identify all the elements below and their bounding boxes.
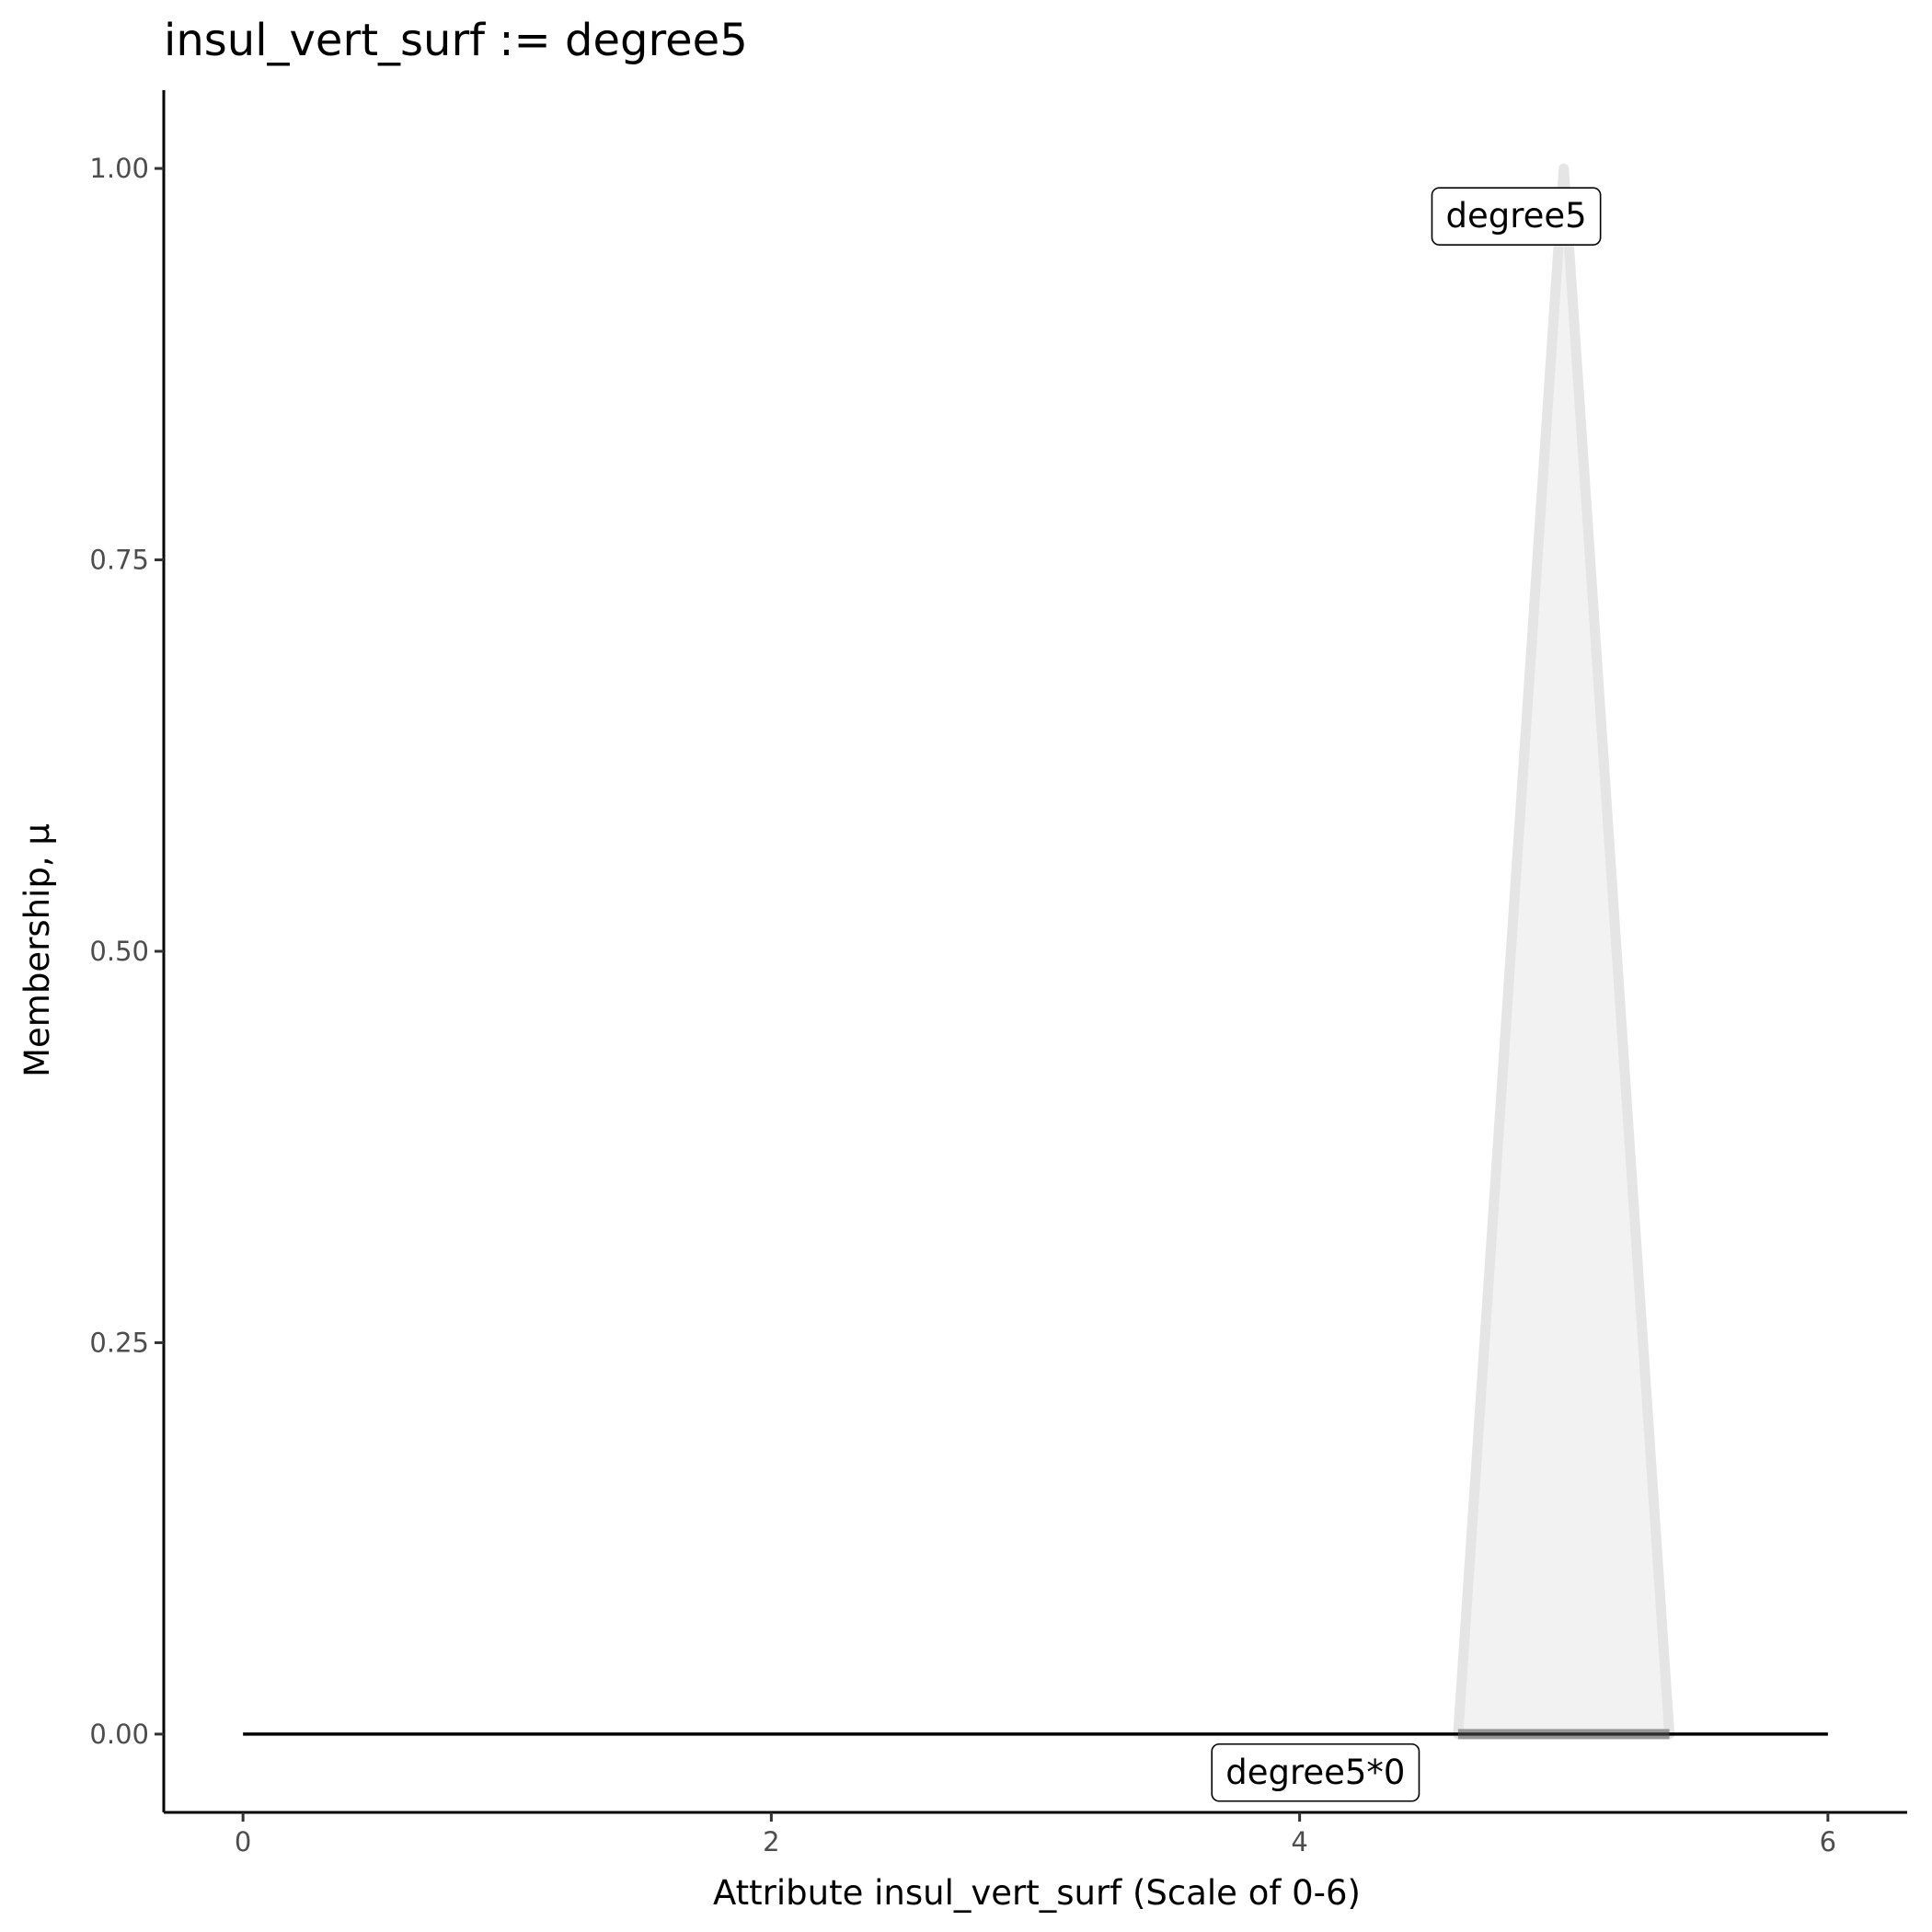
y-tick-label: 0.00 [89, 1719, 149, 1750]
x-axis-title: Attribute insul_vert_surf (Scale of 0-6) [713, 1873, 1361, 1913]
series-label: degree5 [1445, 196, 1586, 236]
series-label-box [1211, 1742, 1420, 1802]
series-label-box [1431, 187, 1602, 246]
x-tick-label: 2 [763, 1826, 779, 1857]
plot-area: 0 2 4 6 0.00 0.25 0.50 0.75 1.00 degree5 degree5*0 [89, 90, 1907, 1857]
y-tick-label: 0.50 [89, 936, 149, 967]
y-tick-label: 0.25 [89, 1327, 149, 1358]
y-axis-title: Membership, μ [17, 823, 57, 1077]
chart-title: insul_vert_surf := degree5 [164, 15, 748, 66]
degree5-membership-area [1453, 163, 1675, 1740]
x-tick-label: 4 [1291, 1826, 1307, 1857]
y-tick-label: 0.75 [89, 545, 149, 576]
x-tick-label: 0 [235, 1826, 251, 1857]
x-tick-label: 6 [1820, 1826, 1836, 1857]
series-label: degree5*0 [1225, 1753, 1405, 1792]
y-tick-label: 1.00 [89, 153, 149, 184]
